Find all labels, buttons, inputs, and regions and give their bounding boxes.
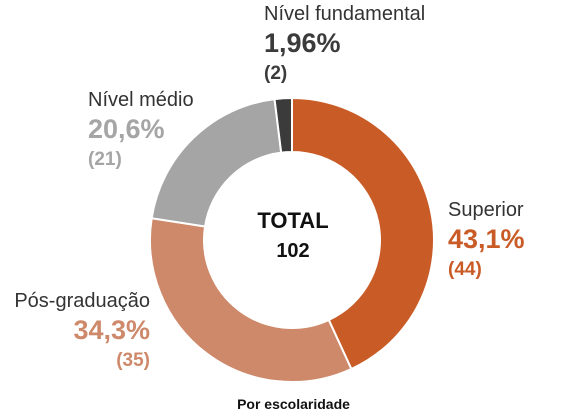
slice-name-nivel-medio: Nível médio: [88, 89, 194, 111]
donut-slice-nivel-fundamental: [273, 96, 293, 154]
slice-percent-pos-graduacao: 34,3%: [73, 315, 150, 345]
center-total-label: TOTAL: [257, 208, 329, 233]
center-total-value: 102: [276, 240, 310, 262]
slice-percent-nivel-medio: 20,6%: [88, 114, 165, 144]
label-superior: Superior 43,1% (44): [448, 199, 525, 281]
chart-caption: Por escolaridade: [237, 396, 350, 412]
slice-percent-superior: 43,1%: [448, 224, 525, 254]
slice-name-superior: Superior: [448, 199, 524, 221]
donut-slice-pos-graduacao: [149, 217, 353, 383]
slice-percent-nivel-fundamental: 1,96%: [264, 28, 341, 58]
label-pos-graduacao: Pós-graduação 34,3% (35): [0, 290, 150, 372]
center-total: TOTAL 102: [238, 208, 348, 263]
slice-count-pos-graduacao: (35): [116, 350, 150, 371]
label-nivel-fundamental: Nível fundamental 1,96% (2): [264, 3, 425, 85]
slice-name-nivel-fundamental: Nível fundamental: [264, 3, 426, 25]
slice-count-superior: (44): [448, 259, 482, 280]
label-nivel-medio: Nível médio 20,6% (21): [88, 89, 194, 171]
slice-count-nivel-medio: (21): [88, 149, 122, 170]
slice-name-pos-graduacao: Pós-graduação: [14, 290, 150, 312]
donut-slice-superior: [291, 96, 435, 371]
slice-count-nivel-fundamental: (2): [264, 63, 288, 84]
